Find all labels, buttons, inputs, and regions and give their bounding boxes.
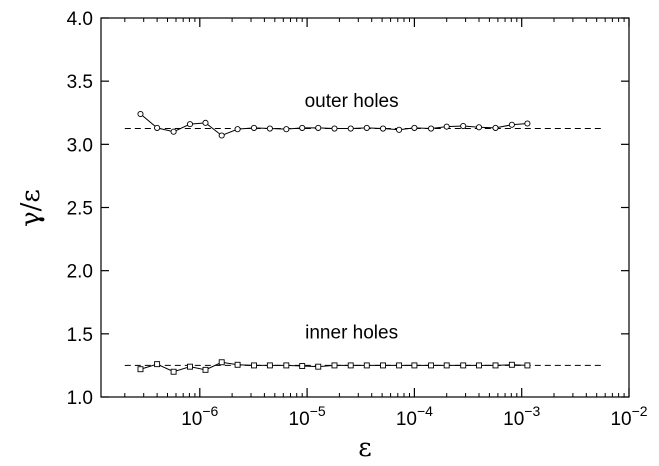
data-point [396, 362, 403, 369]
data-point [266, 125, 273, 132]
data-point [379, 125, 387, 132]
data-point [347, 362, 354, 369]
y-tick-label: 4.0 [67, 9, 93, 30]
data-point [234, 126, 241, 133]
data-point [315, 124, 322, 131]
data-point [218, 359, 225, 366]
y-tick-label: 2.0 [67, 262, 93, 283]
data-point [443, 362, 450, 369]
data-point [443, 123, 450, 130]
data-point [396, 126, 403, 133]
data-point [492, 124, 499, 131]
data-point [347, 125, 354, 132]
data-point [331, 362, 338, 369]
data-point [251, 362, 257, 369]
x-tick-label: 10−5 [289, 403, 326, 430]
data-point [524, 120, 531, 127]
y-tick-label: 3.5 [67, 72, 93, 93]
data-point [283, 126, 290, 133]
data-point [250, 124, 258, 131]
y-tick-label: 1.5 [67, 325, 93, 346]
data-point [460, 362, 467, 369]
data-point [363, 124, 370, 131]
data-point [283, 362, 290, 369]
data-point [154, 361, 161, 368]
data-point [170, 128, 177, 135]
data-point [411, 362, 418, 369]
data-point [508, 361, 515, 368]
data-point [411, 124, 418, 131]
data-point [363, 362, 370, 369]
x-tick-label: 10−3 [503, 403, 540, 430]
series-line [140, 113, 528, 137]
data-point [315, 363, 322, 370]
x-axis-label: ε [358, 433, 371, 463]
data-point [202, 119, 209, 126]
data-point [428, 362, 435, 369]
data-point [202, 366, 209, 373]
annotation: outer holes [305, 91, 399, 112]
data-point [137, 366, 144, 373]
plot-layer: 1.0 1.5 2.0 2.5 3.0 3.5 4.0 10−6 10−5 10−4 10−3 10−… [67, 9, 648, 430]
data-point [524, 362, 531, 369]
x-tick-label: 10−2 [610, 403, 647, 430]
data-point [170, 368, 177, 375]
data-point [331, 125, 338, 132]
data-point [460, 122, 467, 130]
y-tick-label: 1.0 [67, 388, 93, 409]
x-tick-label: 10−4 [396, 403, 433, 430]
data-point [266, 362, 273, 369]
data-point [187, 363, 193, 370]
plot-frame [100, 17, 630, 398]
data-point [137, 110, 144, 118]
y-tick-label: 2.5 [67, 199, 93, 220]
data-point [299, 124, 306, 131]
data-point [492, 362, 499, 369]
data-point [508, 121, 515, 128]
data-point [154, 124, 161, 131]
data-point [299, 363, 306, 369]
x-tick-label: 10−6 [181, 403, 218, 430]
data-point [380, 362, 386, 369]
annotation: inner holes [305, 322, 398, 343]
y-tick-label: 3.0 [67, 135, 93, 156]
data-point [186, 121, 194, 128]
data-point [476, 362, 482, 369]
data-point [475, 124, 483, 131]
data-point [218, 132, 225, 139]
data-point [428, 125, 435, 132]
data-point [234, 361, 241, 368]
y-axis-label: γ/ε [16, 189, 46, 227]
